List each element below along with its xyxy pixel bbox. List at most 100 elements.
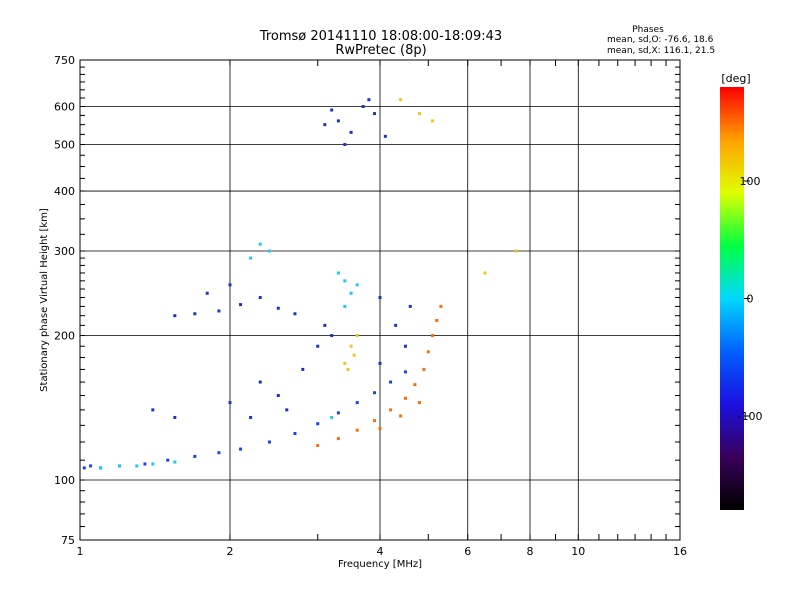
grid-lines: [80, 60, 680, 540]
data-point: [205, 291, 209, 295]
data-point: [258, 380, 262, 384]
stats-x-mode: mean, sd,X: 116.1, 21.5: [607, 46, 715, 56]
x-tick-label: 10: [571, 545, 585, 558]
chart-title: Tromsø 20141110 18:08:00-18:09:43: [259, 29, 502, 44]
data-point: [336, 437, 340, 441]
data-point: [373, 419, 377, 423]
y-tick-label: 500: [54, 139, 75, 152]
data-point: [426, 350, 430, 354]
data-point: [89, 464, 93, 468]
data-point: [267, 249, 271, 253]
stats-heading: Phases: [632, 25, 664, 35]
data-point: [316, 422, 320, 426]
data-point: [373, 112, 377, 116]
data-point: [403, 344, 407, 348]
y-tick-label: 400: [54, 185, 75, 198]
x-tick-label: 2: [227, 545, 234, 558]
y-tick-label: 100: [54, 474, 75, 487]
data-point: [378, 361, 382, 365]
data-point: [276, 306, 280, 310]
data-point: [323, 323, 327, 327]
data-point: [373, 391, 377, 395]
data-point: [316, 344, 320, 348]
data-point: [352, 353, 356, 357]
x-tick-label: 6: [464, 545, 471, 558]
data-point: [435, 318, 439, 322]
data-point: [135, 464, 139, 468]
data-point: [193, 312, 197, 316]
data-point: [330, 334, 334, 338]
data-point: [408, 304, 412, 308]
data-point: [394, 323, 398, 327]
data-point: [173, 314, 177, 318]
data-point: [166, 458, 170, 462]
data-point: [82, 466, 86, 470]
data-point: [267, 440, 271, 444]
colorbar-ticks: 100 0 -100: [738, 175, 763, 423]
y-tick-label: 600: [54, 101, 75, 114]
data-point: [193, 454, 197, 458]
colorbar: [720, 87, 744, 510]
data-point: [417, 112, 421, 116]
data-point: [336, 119, 340, 123]
data-point: [249, 256, 253, 260]
data-point: [439, 304, 443, 308]
data-points: [82, 98, 518, 470]
data-point: [276, 394, 280, 398]
data-point: [422, 367, 426, 371]
data-point: [143, 462, 147, 466]
y-axis: 75 100 200 300 400 500 600 750: [54, 54, 680, 547]
data-point: [173, 460, 177, 464]
data-point: [355, 283, 359, 287]
data-point: [293, 432, 297, 436]
data-point: [316, 444, 320, 448]
data-point: [228, 283, 232, 287]
data-point: [343, 361, 347, 365]
data-point: [403, 396, 407, 400]
data-point: [361, 105, 365, 109]
data-point: [293, 312, 297, 316]
data-point: [173, 415, 177, 419]
data-point: [349, 291, 353, 295]
data-point: [258, 296, 262, 300]
x-tick-label: 1: [77, 545, 84, 558]
data-point: [431, 334, 435, 338]
data-point: [417, 401, 421, 405]
data-point: [228, 401, 232, 405]
colorbar-tick-label: 0: [747, 293, 754, 306]
colorbar-title: [deg]: [721, 72, 750, 85]
data-point: [301, 367, 305, 371]
data-point: [330, 108, 334, 112]
data-point: [378, 427, 382, 431]
data-point: [343, 279, 347, 283]
data-point: [349, 344, 353, 348]
data-point: [355, 401, 359, 405]
data-point: [330, 415, 334, 419]
x-tick-label: 4: [377, 545, 384, 558]
data-point: [217, 451, 221, 455]
data-point: [399, 98, 403, 102]
y-tick-label: 75: [61, 534, 75, 547]
data-point: [239, 447, 243, 451]
x-axis-label: Frequency [MHz]: [338, 559, 422, 570]
x-tick-label: 16: [673, 545, 687, 558]
data-point: [258, 242, 262, 246]
data-point: [355, 428, 359, 432]
data-point: [285, 408, 289, 412]
data-point: [249, 415, 253, 419]
data-point: [343, 143, 347, 147]
stats-o-mode: mean, sd,O: -76.6, 18.6: [607, 35, 714, 45]
data-point: [117, 464, 121, 468]
data-point: [355, 334, 359, 338]
y-axis-label: Stationary phase Virtual Height [km]: [39, 208, 50, 392]
data-point: [99, 466, 103, 470]
data-point: [403, 370, 407, 374]
data-point: [336, 271, 340, 275]
data-point: [514, 249, 518, 253]
y-tick-label: 200: [54, 330, 75, 343]
data-point: [346, 367, 350, 371]
colorbar-tick-label: -100: [738, 410, 763, 423]
x-axis: 1 2 4 6 8 10 16: [77, 60, 687, 558]
data-point: [383, 134, 387, 138]
